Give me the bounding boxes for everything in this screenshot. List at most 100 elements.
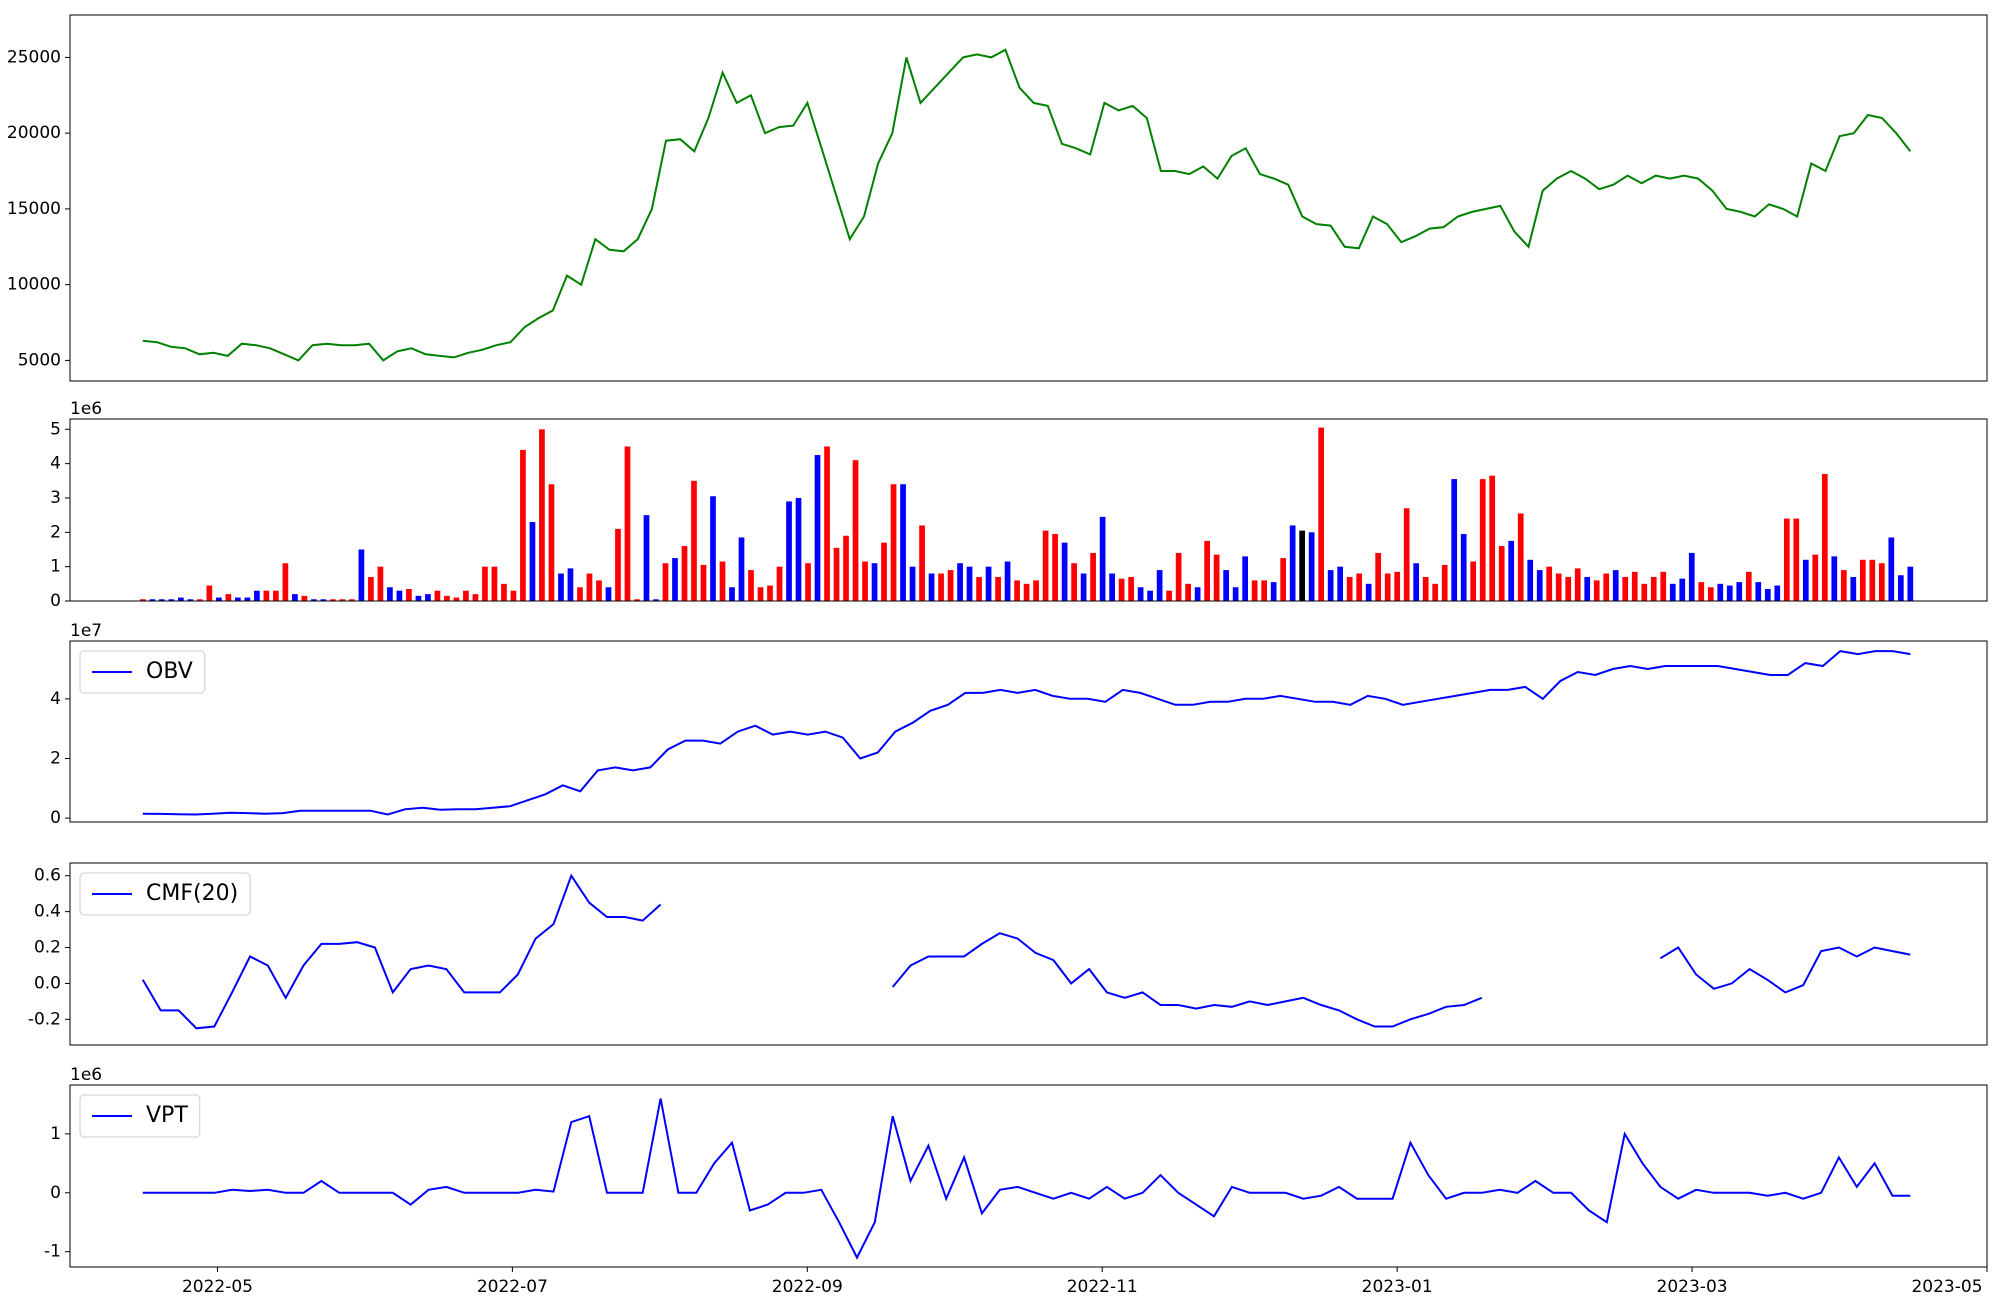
axes-frame <box>69 640 1988 823</box>
bar <box>871 563 878 601</box>
bar <box>805 563 811 601</box>
x-tick-label: 2023-01 <box>1362 1277 1433 1297</box>
bar <box>662 563 669 601</box>
bar <box>966 566 973 601</box>
bar <box>1717 583 1724 601</box>
bar <box>1099 516 1106 601</box>
bar <box>947 570 954 601</box>
x-tick-label: 2023-03 <box>1657 1277 1728 1297</box>
bar <box>539 429 545 601</box>
bar <box>1261 580 1267 601</box>
bar <box>1223 570 1229 601</box>
bar <box>1508 540 1515 601</box>
bar <box>187 599 194 601</box>
bar <box>1318 427 1325 601</box>
bar <box>1688 552 1695 601</box>
bar <box>1612 570 1619 601</box>
bar <box>377 566 384 601</box>
bar <box>558 573 564 601</box>
bar <box>1441 564 1448 601</box>
bar <box>1194 587 1201 601</box>
plot-area <box>139 427 1914 601</box>
y-tick-label: 0 <box>50 808 61 828</box>
y-tick-label: 0.4 <box>34 902 61 922</box>
y-tick-label: 2 <box>50 522 61 542</box>
bar <box>881 542 887 601</box>
bar <box>1014 580 1020 601</box>
series-line <box>142 1098 1911 1260</box>
bar <box>748 570 754 601</box>
bar <box>1156 570 1163 601</box>
bar <box>472 594 479 601</box>
bar <box>681 546 688 601</box>
bar <box>1888 537 1895 601</box>
bar <box>1090 552 1096 601</box>
bar <box>1593 580 1600 601</box>
bar <box>1175 552 1182 601</box>
bar <box>615 528 621 601</box>
bar <box>1004 561 1011 601</box>
bar <box>491 566 498 601</box>
bar <box>957 563 963 601</box>
bar <box>1280 558 1287 601</box>
bar <box>719 561 726 601</box>
bar <box>1356 573 1363 601</box>
bar <box>406 588 412 601</box>
axes-frame <box>69 1084 1988 1268</box>
bar <box>1527 559 1534 601</box>
bar <box>596 580 602 601</box>
offset-text: 1e7 <box>70 621 102 641</box>
bar <box>178 597 184 601</box>
bar <box>1774 585 1781 601</box>
bar <box>1422 576 1429 601</box>
bar <box>139 599 146 601</box>
bar <box>605 587 612 601</box>
bar <box>301 595 308 601</box>
bar <box>919 525 925 601</box>
bar <box>1251 580 1258 601</box>
bar <box>1470 561 1477 601</box>
bar <box>900 484 906 601</box>
bar <box>1498 546 1505 601</box>
plot-area <box>142 650 1911 816</box>
y-tick-label: 0.6 <box>34 866 61 886</box>
bar <box>586 573 593 601</box>
bar <box>1033 580 1039 601</box>
series-line <box>141 873 1911 1030</box>
y-tick-label: 1 <box>50 1124 61 1144</box>
bar <box>1622 576 1629 601</box>
bar <box>1878 563 1885 601</box>
bar <box>1907 566 1914 601</box>
bar <box>1375 552 1382 601</box>
bar <box>273 590 279 601</box>
bar <box>1669 583 1676 601</box>
bar <box>1707 587 1714 601</box>
bar <box>548 484 555 601</box>
bar <box>1109 573 1115 601</box>
bar <box>1270 582 1277 601</box>
y-tick-label: 0.0 <box>34 973 61 993</box>
bar <box>938 573 944 601</box>
bar <box>786 501 792 601</box>
legend-box <box>79 1094 201 1138</box>
x-tick-label: 2022-09 <box>772 1277 843 1297</box>
bar <box>1812 554 1819 601</box>
bar <box>1232 587 1239 601</box>
bar <box>1555 573 1562 601</box>
y-tick-label: 5 <box>50 419 61 439</box>
bar <box>463 590 469 601</box>
bar <box>1850 576 1857 601</box>
series-line <box>142 48 1912 362</box>
bar <box>1128 576 1134 601</box>
bar <box>387 587 393 601</box>
bar <box>1793 518 1800 601</box>
y-tick-label: 0 <box>50 1183 61 1203</box>
bar <box>1451 479 1458 601</box>
bar <box>1650 576 1657 601</box>
bar <box>1346 576 1353 601</box>
bar <box>453 597 460 601</box>
bar <box>776 566 783 601</box>
legend-label: CMF(20) <box>146 881 238 906</box>
bar <box>244 597 251 601</box>
bar <box>1565 576 1572 601</box>
